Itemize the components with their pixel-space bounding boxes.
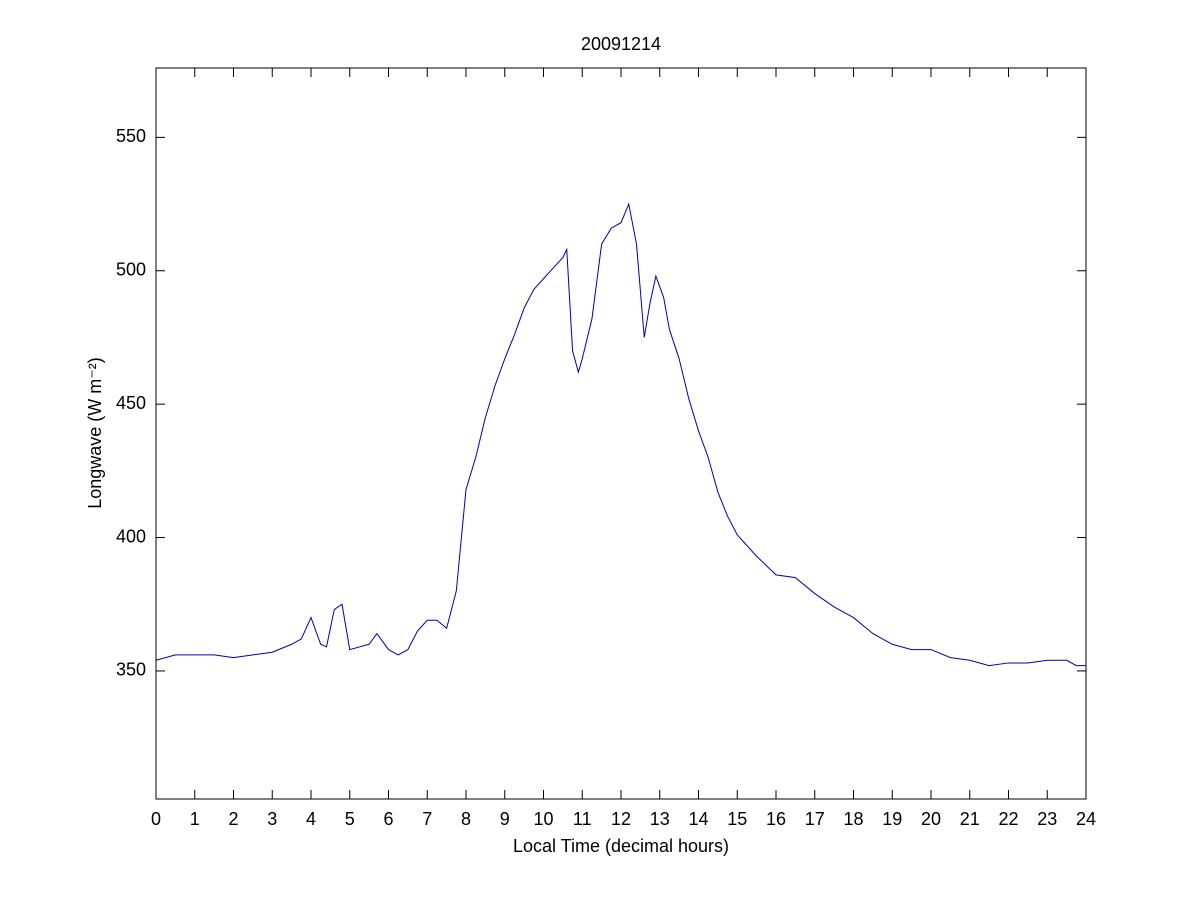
x-tick-label: 1: [190, 809, 200, 829]
x-tick-label: 24: [1076, 809, 1096, 829]
x-tick-label: 10: [533, 809, 553, 829]
x-tick-label: 15: [727, 809, 747, 829]
y-tick-label: 450: [116, 393, 146, 413]
x-tick-label: 7: [422, 809, 432, 829]
y-tick-label: 550: [116, 126, 146, 146]
x-tick-label: 9: [500, 809, 510, 829]
x-tick-label: 8: [461, 809, 471, 829]
x-tick-label: 18: [843, 809, 863, 829]
x-tick-label: 11: [573, 809, 592, 829]
x-tick-label: 17: [805, 809, 825, 829]
x-tick-label: 2: [228, 809, 238, 829]
x-tick-label: 22: [998, 809, 1018, 829]
x-tick-label: 20: [921, 809, 941, 829]
data-line: [155, 202, 1086, 667]
y-axis-label: Longwave (W m⁻²): [85, 357, 105, 509]
x-tick-label: 23: [1037, 809, 1057, 829]
x-tick-label: 0: [151, 809, 161, 829]
x-tick-label: 3: [267, 809, 277, 829]
x-tick-label: 12: [611, 809, 631, 829]
x-axis-label: Local Time (decimal hours): [513, 836, 729, 856]
chart-title: 20091214: [581, 34, 661, 54]
y-tick-label: 350: [116, 660, 146, 680]
x-tick-label: 4: [306, 809, 316, 829]
x-tick-label: 6: [383, 809, 393, 829]
x-tick-label: 13: [650, 809, 670, 829]
y-tick-label: 400: [116, 526, 146, 546]
plot-frame: [155, 67, 1087, 800]
y-tick-label: 500: [116, 260, 146, 280]
x-tick-label: 14: [688, 809, 708, 829]
x-tick-label: 19: [882, 809, 902, 829]
x-tick-label: 21: [960, 809, 980, 829]
x-tick-label: 16: [766, 809, 786, 829]
x-tick-label: 5: [345, 809, 355, 829]
